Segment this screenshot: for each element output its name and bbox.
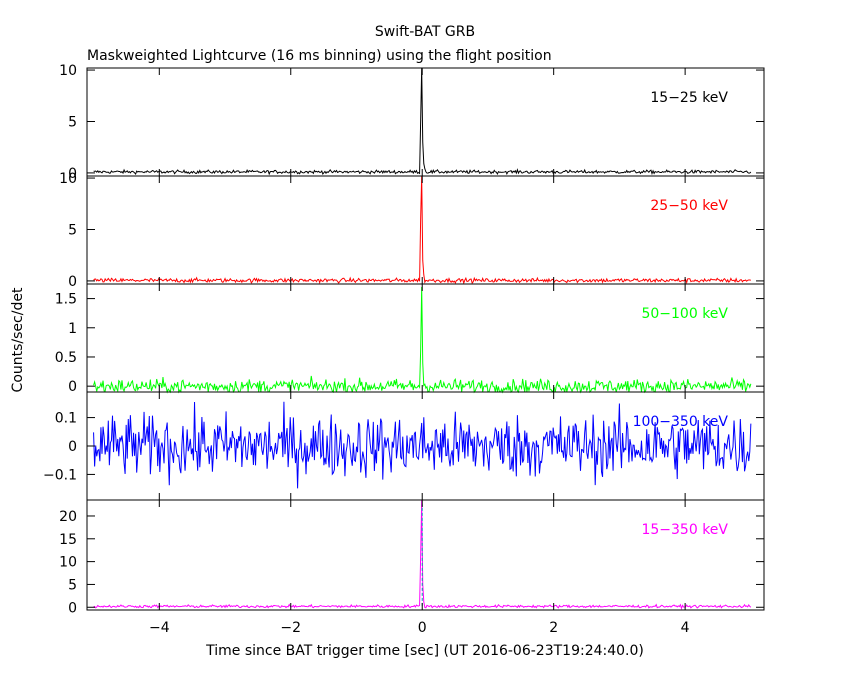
y-tick-label: 0 [68, 439, 77, 455]
y-tick-label: 10 [59, 555, 77, 571]
panels-group: 0 5 10 15−25 keV 0 5 10 25−50 keV 0 0.5 1 1.5 50−100… [43, 63, 765, 636]
x-axis-label: Time since BAT trigger time [sec] (UT 20… [205, 643, 644, 659]
y-tick-label: −0.1 [43, 467, 77, 483]
panel-1: 0 5 10 15−25 keV [59, 63, 765, 182]
panel-frame [86, 67, 765, 177]
y-tick-label: 5 [68, 222, 77, 238]
panel-2: 0 5 10 25−50 keV [59, 171, 765, 290]
panel-3: 0 0.5 1 1.5 50−100 keV [55, 283, 765, 395]
y-tick-label: 10 [59, 171, 77, 187]
series-line-1 [93, 67, 752, 176]
band-label: 100−350 keV [633, 414, 729, 430]
y-tick-label: 0 [68, 166, 77, 182]
x-tick-label: −4 [149, 620, 170, 636]
y-tick-label: 0 [68, 379, 77, 395]
x-tick-label: 4 [681, 620, 690, 636]
band-label: 15−350 keV [641, 522, 728, 538]
panel-frame [86, 499, 765, 611]
y-tick-label: 0.1 [55, 411, 77, 427]
y-axis-label: Counts/sec/det [10, 287, 26, 392]
chart-subtitle: Maskweighted Lightcurve (16 ms binning) … [87, 48, 552, 64]
y-tick-label: 5 [68, 114, 77, 130]
band-label: 50−100 keV [641, 306, 728, 322]
panel-4: −0.1 0 0.1 100−350 keV [43, 391, 765, 501]
y-tick-label: 1.5 [55, 292, 77, 308]
series-line-2 [93, 175, 751, 285]
band-label: 15−25 keV [650, 90, 728, 106]
y-tick-label: 0.5 [55, 350, 77, 366]
panel-frame [86, 175, 765, 285]
panel-5: 0 5 10 15 20 15−350 keV [59, 499, 765, 616]
y-tick-label: 0 [68, 274, 77, 290]
series-line-4 [93, 401, 752, 489]
x-tick-label: 0 [418, 620, 427, 636]
series-line-5 [93, 499, 752, 611]
y-tick-label: 15 [59, 532, 77, 548]
panel-frame [86, 283, 765, 393]
x-tick-label: −2 [280, 620, 301, 636]
y-tick-label: 5 [68, 577, 77, 593]
y-tick-label: 0 [68, 600, 77, 616]
chart-title: Swift-BAT GRB [375, 24, 475, 40]
y-tick-label: 10 [59, 63, 77, 79]
y-tick-label: 1 [68, 321, 77, 337]
band-label: 25−50 keV [650, 198, 728, 214]
series-line-3 [93, 286, 752, 394]
x-tick-label: 2 [549, 620, 558, 636]
y-tick-label: 20 [59, 509, 77, 525]
